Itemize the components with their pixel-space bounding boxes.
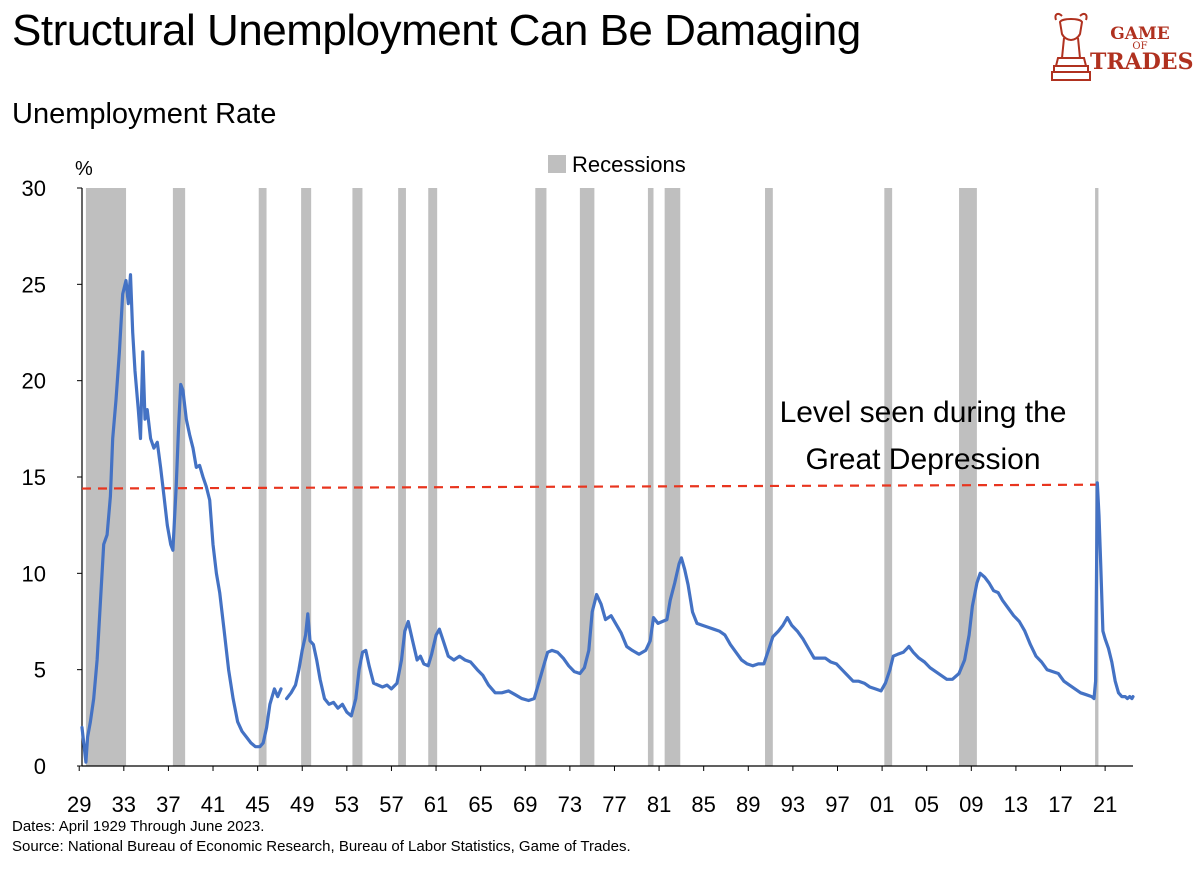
x-tick-label: 01 — [870, 792, 894, 817]
x-tick-label: 41 — [201, 792, 225, 817]
x-tick-label: 57 — [379, 792, 403, 817]
x-tick-label: 61 — [424, 792, 448, 817]
recession-band-9 — [647, 188, 654, 766]
y-tick-label: 20 — [22, 369, 46, 394]
footnote-source: Source: National Bureau of Economic Rese… — [12, 838, 631, 855]
x-tick-label: 73 — [558, 792, 582, 817]
chart-title: Structural Unemployment Can Be Damaging — [12, 6, 861, 55]
series-line-segment-1 — [285, 481, 1135, 718]
y-tick-label: 15 — [22, 465, 46, 490]
footnote-dates: Dates: April 1929 Through June 2023. — [12, 818, 265, 835]
x-tick-label: 89 — [736, 792, 760, 817]
recession-band-8 — [579, 188, 595, 766]
recession-band-14 — [1095, 188, 1099, 766]
knight-logo-icon — [1051, 12, 1091, 81]
logo-line-1: GAME — [1110, 24, 1170, 44]
x-tick-label: 97 — [825, 792, 849, 817]
recession-band-5 — [398, 188, 406, 766]
x-tick-label: 21 — [1093, 792, 1117, 817]
y-tick-label: 30 — [22, 176, 46, 201]
recession-bands — [85, 188, 1099, 766]
recession-band-3 — [301, 188, 312, 766]
x-tick-label: 17 — [1048, 792, 1072, 817]
x-tick-label: 09 — [959, 792, 983, 817]
recession-band-1 — [172, 188, 186, 766]
x-tick-label: 81 — [647, 792, 671, 817]
brand-logo-text: GAME OF TRADES — [1090, 24, 1194, 75]
recession-band-12 — [884, 188, 893, 766]
x-tick-label: 93 — [781, 792, 805, 817]
x-tick-label: 65 — [468, 792, 492, 817]
x-tick-label: 69 — [513, 792, 537, 817]
x-tick-label: 77 — [602, 792, 626, 817]
y-axis-unit: % — [75, 158, 93, 180]
recession-band-10 — [664, 188, 681, 766]
y-tick-label: 25 — [22, 272, 46, 297]
recession-band-4 — [352, 188, 363, 766]
series-lines — [80, 273, 1135, 764]
legend: Recessions — [548, 152, 686, 177]
logo-line-3: TRADES — [1090, 49, 1194, 75]
recession-band-11 — [765, 188, 773, 766]
x-tick-label: 49 — [290, 792, 314, 817]
y-tick-label: 5 — [34, 658, 46, 683]
recession-band-0 — [85, 188, 127, 766]
logo-line-2: OF — [1132, 41, 1148, 52]
recession-band-2 — [258, 188, 267, 766]
x-tick-label: 29 — [67, 792, 91, 817]
x-tick-label: 85 — [691, 792, 715, 817]
chart-subtitle: Unemployment Rate — [12, 98, 277, 130]
x-tick-label: 05 — [914, 792, 938, 817]
recession-band-6 — [428, 188, 438, 766]
y-tick-label: 0 — [34, 754, 46, 779]
x-tick-label: 53 — [335, 792, 359, 817]
y-tick-label: 10 — [22, 561, 46, 586]
recession-band-13 — [959, 188, 977, 766]
legend-label: Recessions — [572, 152, 686, 177]
annotation-line-2: Great Depression — [805, 443, 1040, 476]
x-tick-label: 37 — [156, 792, 180, 817]
x-tick-label: 13 — [1004, 792, 1028, 817]
x-tick-label: 33 — [112, 792, 136, 817]
recession-band-7 — [535, 188, 547, 766]
x-tick-label: 45 — [245, 792, 269, 817]
legend-swatch — [548, 155, 566, 173]
annotation: Level seen during the Great Depression — [780, 396, 1067, 476]
annotation-line-1: Level seen during the — [780, 396, 1067, 429]
series-line-segment-0 — [80, 273, 283, 764]
